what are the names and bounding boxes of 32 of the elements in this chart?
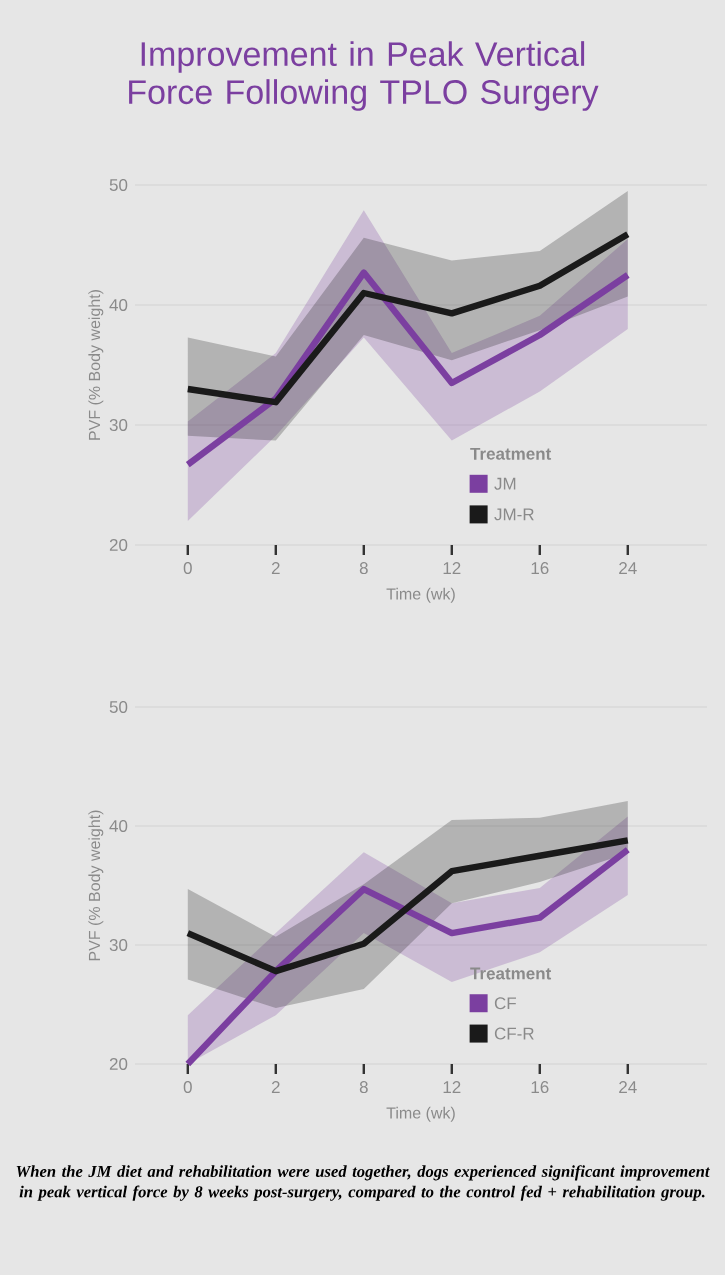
y-axis-title: PVF (% Body weight) <box>88 289 104 440</box>
x-axis-title: Time (wk) <box>386 587 455 603</box>
legend-label: CF <box>494 997 516 1010</box>
x-tick-label: 12 <box>443 1081 461 1093</box>
y-tick-label: 30 <box>109 938 128 952</box>
text: When the JM diet and rehabilitation were used together, dogs experienced significant improvement in peak vertical force by 8 weeks post-surgery, compared to the control fed + rehabilitation group. <box>16 1165 710 1201</box>
x-tick-label: 8 <box>359 562 368 575</box>
legend-label: JM-R <box>494 508 534 521</box>
legend-label: JM <box>494 477 516 490</box>
x-tick-label: 8 <box>359 1081 368 1094</box>
y-tick-label: 40 <box>109 298 128 312</box>
y-tick-label: 30 <box>109 418 128 432</box>
x-tick-label: 0 <box>183 562 192 575</box>
x-tick-label: 2 <box>271 562 280 574</box>
legend-title: Treatment <box>470 447 552 460</box>
y-tick-label: 20 <box>109 1057 128 1071</box>
y-tick-label: 20 <box>109 538 128 551</box>
x-tick-label: 24 <box>619 562 637 574</box>
x-tick-label: 12 <box>443 562 461 574</box>
x-tick-label: 24 <box>619 1081 637 1093</box>
y-tick-label: 50 <box>109 179 128 192</box>
y-tick-label: 40 <box>109 820 128 833</box>
x-tick-label: 16 <box>531 1081 549 1094</box>
x-tick-label: 16 <box>531 562 549 575</box>
y-axis-title: PVF (% Body weight) <box>88 810 104 961</box>
x-tick-label: 2 <box>271 1081 280 1093</box>
x-tick-label: 0 <box>183 1081 192 1094</box>
legend-label: CF-R <box>494 1027 534 1040</box>
chart-title: Improvement in Peak Vertical Force Following TPLO Surgery <box>129 41 599 111</box>
legend-title: Treatment <box>470 967 552 980</box>
x-axis-title: Time (wk) <box>386 1106 455 1122</box>
y-tick-label: 50 <box>109 701 128 714</box>
